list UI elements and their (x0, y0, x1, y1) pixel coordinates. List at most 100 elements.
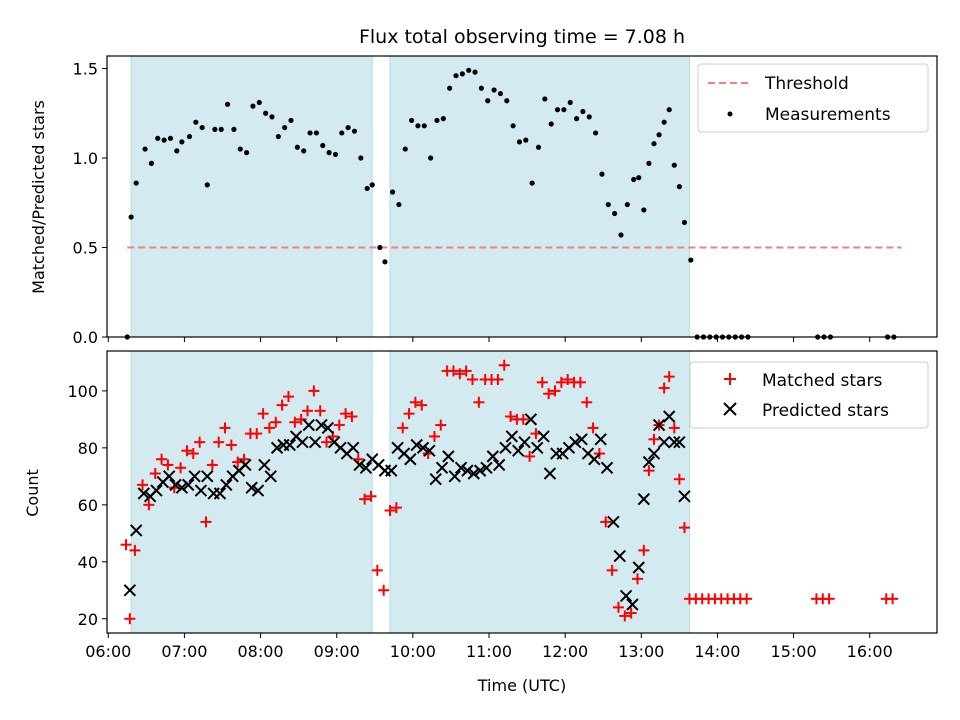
measurement-point (294, 144, 300, 150)
matched-star-point (187, 448, 199, 460)
matched-star-point (581, 396, 593, 408)
count-legend-box (689, 361, 929, 429)
measurement-point (593, 130, 599, 136)
predicted-star-point (524, 413, 538, 426)
matched-star-point (206, 459, 218, 471)
predicted-star-point (657, 435, 671, 449)
measurement-point (529, 180, 535, 186)
measurement-point (133, 180, 139, 186)
matched-star-point (549, 385, 561, 397)
predicted-star-point (505, 430, 519, 443)
measurement-point (624, 201, 630, 208)
matched-star-point (555, 376, 567, 388)
measurement-point (307, 130, 313, 136)
legend-matched-label: Matched stars (762, 371, 882, 391)
measurement-point (618, 232, 624, 238)
predicted-star-point (347, 441, 360, 455)
measurement-point (369, 182, 375, 188)
measurement-point (402, 146, 408, 152)
x-tick-label: 14:00 (694, 642, 740, 661)
predicted-star-point (239, 458, 252, 472)
matched-star-point (619, 610, 631, 622)
measurement-point (434, 117, 440, 124)
matched-star-point (302, 405, 314, 417)
measurement-point (282, 124, 288, 131)
measurement-point (174, 148, 180, 154)
matched-star-point (606, 564, 618, 576)
matched-star-point (257, 408, 269, 420)
matched-star-point (276, 399, 288, 411)
measurement-point (148, 160, 155, 166)
measurement-point (421, 123, 427, 129)
measurement-point (510, 123, 516, 129)
predicted-star-point (245, 481, 258, 494)
measurement-point (212, 126, 218, 132)
predicted-star-point (416, 441, 430, 455)
measurement-point (504, 98, 510, 104)
measurement-point (326, 150, 332, 156)
matched-star-point (612, 601, 624, 613)
matched-star-point (678, 522, 690, 534)
matched-star-point (435, 419, 447, 431)
predicted-star-point (410, 438, 423, 452)
measurement-point (573, 116, 580, 122)
measurement-point (661, 119, 667, 125)
measurement-point (641, 207, 647, 213)
measurement-point (269, 114, 275, 120)
measurement-point (224, 101, 231, 107)
matched-star-point (390, 502, 402, 514)
observing-intervals-bottom (130, 350, 691, 634)
predicted-star-point (467, 467, 480, 480)
observing-interval-0 (130, 55, 373, 338)
measurement-point (651, 141, 657, 147)
count-x-axis: 06:00 07:00 08:00 09:00 10:00 11:00 12:00 13:00… (85, 633, 893, 661)
predicted-star-point (673, 435, 686, 449)
predicted-star-point (137, 487, 151, 500)
matched-star-point (638, 544, 650, 556)
predicted-star-point (663, 410, 676, 423)
predicted-star-point (531, 441, 544, 455)
predicted-star-point (175, 481, 189, 494)
y-tick-label: 20 (78, 610, 98, 629)
predicted-star-point (162, 470, 176, 483)
matched-star-point (321, 436, 333, 448)
predicted-star-point (473, 464, 487, 477)
predicted-star-point (251, 484, 265, 497)
count-y-axis: 20 40 60 80 100 (67, 382, 107, 629)
matched-star-point (143, 499, 155, 511)
measurement-point (155, 135, 161, 141)
observing-interval-0 (130, 350, 373, 634)
predicted-star-point (499, 441, 512, 455)
predicted-star-point (543, 467, 557, 480)
measurement-point (459, 71, 465, 77)
predicted-star-point (569, 435, 582, 449)
matched-star-point (270, 416, 282, 428)
measurement-point (244, 150, 250, 156)
predicted-star-point (594, 433, 607, 446)
matched-star-point (587, 422, 599, 434)
predicted-star-point (619, 589, 633, 603)
measurement-point (580, 108, 586, 115)
measurement-point (447, 85, 453, 91)
predicted-star-point (492, 458, 506, 472)
matched-star-point (460, 365, 472, 377)
legend-measurements-swatch (727, 111, 733, 117)
matched-star-point (346, 411, 358, 423)
count-y-axis-label: Count (23, 469, 42, 517)
measurement-point (339, 130, 345, 136)
ratio-y-axis: 0.0 0.5 1.0 1.5 (73, 60, 107, 347)
measurement-point (351, 128, 358, 134)
measurement-point (478, 85, 484, 91)
matched-star-point (543, 388, 555, 400)
legend-threshold-label: Threshold (764, 74, 849, 94)
ratio-panel: 0.0 0.5 1.0 1.5 Matched/Predicted stars Thr… (29, 55, 938, 347)
measurement-point (548, 121, 554, 127)
predicted-star-point (359, 461, 373, 474)
predicted-star-point (169, 478, 182, 492)
measurement-point (631, 176, 637, 183)
measurement-point (485, 98, 491, 104)
ratio-x-ticks (107, 337, 871, 342)
predicted-star-point (150, 484, 163, 497)
x-tick-label: 13:00 (618, 642, 664, 661)
matched-star-point (562, 373, 574, 385)
